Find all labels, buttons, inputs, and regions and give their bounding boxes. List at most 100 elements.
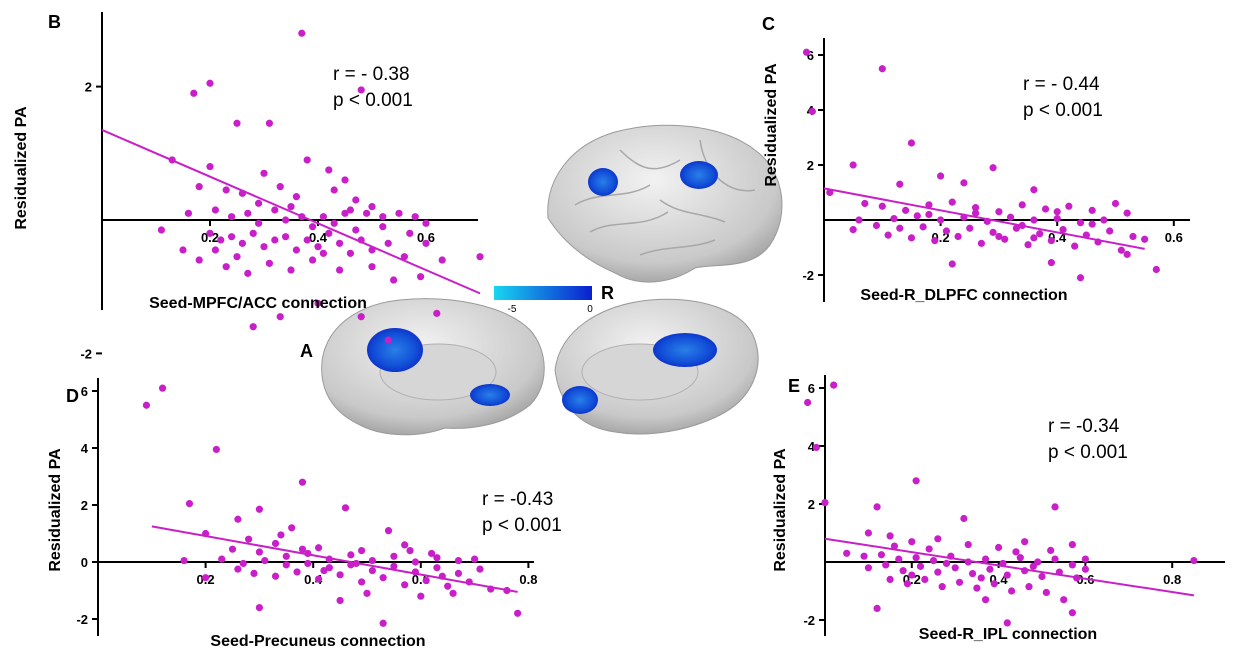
data-point-c (1018, 221, 1026, 230)
data-point-b (228, 233, 236, 241)
data-point-b (282, 216, 290, 224)
data-point-b (244, 209, 252, 217)
data-point-d (390, 552, 398, 560)
y-tick-label-d: 4 (81, 441, 89, 456)
data-point-b (330, 219, 338, 227)
data-point-d (444, 582, 452, 590)
data-point-d (449, 589, 457, 597)
data-point-d (255, 505, 263, 513)
data-point-d (234, 565, 242, 573)
data-point-c (1076, 274, 1085, 282)
data-point-e (977, 574, 985, 582)
data-point-c (1076, 219, 1085, 227)
y-tick-label-d: -2 (76, 612, 88, 627)
data-point-d (454, 556, 463, 565)
y-tick-label-d: 2 (81, 498, 88, 513)
data-point-e (960, 514, 968, 523)
data-point-d (277, 531, 285, 539)
data-point-c (995, 208, 1003, 216)
data-point-d (314, 544, 323, 552)
y-tick-label-c: -2 (802, 268, 814, 283)
data-point-c (971, 204, 980, 212)
data-point-d (454, 569, 463, 578)
data-point-b (244, 269, 252, 277)
x-axis-title-e: Seed-R_IPL connection (919, 626, 1097, 643)
data-point-e (990, 580, 998, 588)
regression-line-d (151, 525, 518, 593)
data-point-c (1024, 241, 1032, 249)
data-point-d (282, 561, 290, 569)
data-point-c (977, 239, 986, 247)
data-point-b (238, 189, 246, 197)
data-point-d (433, 554, 441, 562)
data-point-b (292, 193, 300, 201)
data-point-b (309, 256, 317, 264)
hemisphere-label-r: R (601, 283, 614, 303)
data-point-c (1006, 213, 1015, 221)
data-point-b (238, 239, 246, 247)
data-point-c (937, 216, 945, 224)
data-point-d (261, 556, 269, 565)
y-tick-label-b: 2 (85, 80, 92, 95)
data-point-b (325, 229, 333, 237)
data-point-d (384, 527, 393, 535)
data-point-d (363, 589, 371, 597)
data-point-c (1088, 220, 1096, 228)
data-point-d (298, 545, 307, 553)
data-point-e (964, 541, 972, 549)
brain-lateral-view (547, 124, 783, 283)
data-point-b (249, 323, 257, 331)
data-point-c (1065, 202, 1073, 210)
x-tick-label-b: 0.6 (417, 230, 435, 245)
data-point-b (260, 169, 268, 177)
x-tick-label-b: 0.4 (309, 230, 328, 245)
data-point-e (908, 571, 916, 579)
data-point-e (1190, 556, 1198, 565)
data-point-d (514, 609, 522, 617)
data-point-d (228, 545, 237, 553)
data-point-b (352, 226, 360, 234)
data-point-c (937, 172, 945, 180)
data-point-e (912, 477, 920, 485)
data-point-d (250, 569, 258, 578)
data-point-d (255, 604, 263, 612)
colorbar-max-label: 0 (587, 304, 593, 315)
data-point-d (471, 555, 479, 563)
data-point-e (812, 443, 820, 452)
data-point-b (314, 299, 322, 307)
data-point-c (1036, 230, 1044, 238)
data-point-c (896, 224, 904, 232)
data-point-e (1003, 571, 1011, 579)
y-axis-title-e: Residualized PA (772, 448, 789, 572)
data-point-d (255, 548, 263, 556)
data-point-d (433, 564, 441, 572)
data-point-e (1008, 587, 1016, 595)
data-point-d (503, 586, 511, 595)
data-point-d (422, 576, 430, 585)
data-point-b (292, 246, 300, 254)
data-point-e (877, 551, 886, 559)
data-point-c (1082, 231, 1090, 239)
data-point-b (379, 213, 387, 221)
data-point-c (1100, 216, 1108, 224)
data-point-e (1068, 561, 1076, 569)
data-point-c (1001, 235, 1009, 243)
data-point-e (1081, 565, 1089, 573)
data-point-c (989, 228, 997, 236)
panel-letter-b: B (48, 12, 61, 32)
data-point-e (955, 578, 964, 586)
data-point-e (864, 564, 873, 572)
data-point-d (417, 592, 425, 600)
data-point-c (884, 231, 892, 239)
data-point-b (346, 206, 354, 214)
data-point-e (999, 559, 1007, 568)
data-point-b (400, 253, 408, 261)
data-point-b (298, 213, 306, 221)
data-point-e (843, 549, 851, 557)
data-point-d (336, 596, 344, 605)
data-point-c (849, 161, 857, 169)
data-point-d (202, 529, 210, 538)
data-point-e (986, 565, 994, 573)
